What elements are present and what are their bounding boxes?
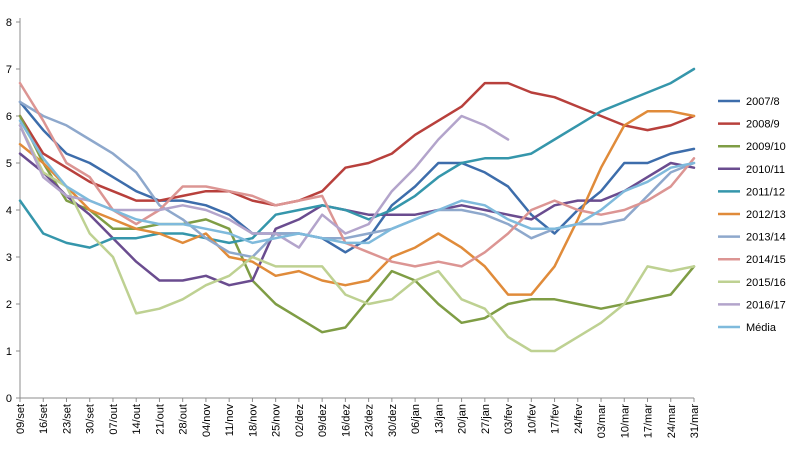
y-tick-label: 4: [6, 205, 12, 217]
x-tick-label: 23/set: [61, 404, 73, 434]
x-tick-label: 27/jan: [480, 404, 492, 434]
y-tick-label: 8: [6, 17, 12, 29]
x-tick-label: 24/fev: [573, 404, 585, 434]
x-tick-label: 03/mar: [596, 404, 608, 439]
x-tick-label: 25/nov: [271, 404, 283, 438]
y-tick-label: 3: [6, 252, 12, 264]
x-tick-label: 13/jan: [433, 404, 445, 434]
y-tick-label: 7: [6, 64, 12, 76]
x-tick-label: 17/fev: [550, 404, 562, 434]
x-tick-label: 16/dez: [340, 404, 352, 437]
chart-legend: 2007/8 2008/9 2009/10 2010/11 2011/12 2012/13…: [718, 96, 786, 334]
x-tick-label: 04/nov: [201, 404, 213, 438]
x-tick-label: 11/nov: [224, 404, 236, 437]
x-tick-label: 23/dez: [364, 404, 376, 437]
x-tick-label: 06/jan: [410, 404, 422, 434]
legend-label-7: 2014/15: [746, 254, 786, 266]
series-line-2: [18, 114, 696, 334]
x-tick-label: 14/out: [131, 404, 143, 435]
legend-label-0: 2007/8: [746, 96, 780, 108]
series-line-3: [18, 152, 696, 287]
x-tick-label: 09/set: [15, 404, 27, 434]
series-line-1: [18, 81, 696, 207]
legend-label-8: 2015/16: [746, 277, 786, 289]
y-tick-label: 0: [6, 393, 12, 405]
x-tick-label: 21/out: [154, 404, 166, 435]
x-tick-label: 10/mar: [619, 404, 631, 439]
y-tick-label: 2: [6, 299, 12, 311]
legend-label-4: 2011/12: [746, 186, 785, 198]
legend-label-1: 2008/9: [746, 119, 780, 131]
series-line-6: [18, 100, 696, 259]
y-tick-label: 6: [6, 111, 12, 123]
legend-label-9: 2016/17: [746, 299, 786, 311]
chart-axes: 0 1 2 3 4 5 6 7 8 09/set 16/set 23/set 30/set 07/out 1…: [6, 17, 701, 438]
legend-label-2: 2009/10: [746, 141, 786, 153]
x-tick-label: 07/out: [108, 404, 120, 435]
series-line-7: [18, 81, 696, 268]
x-tick-label: 28/out: [178, 404, 190, 435]
legend-label-3: 2010/11: [746, 164, 785, 176]
x-tick-label: 24/mar: [666, 404, 678, 439]
legend-label-5: 2012/13: [746, 209, 786, 221]
x-tick-label: 30/dez: [387, 404, 399, 437]
legend-label-6: 2013/14: [746, 232, 786, 244]
x-tick-label: 20/jan: [457, 404, 469, 434]
series-line-0: [18, 100, 696, 254]
x-tick-label: 31/mar: [689, 404, 701, 439]
series-lines: [18, 67, 696, 353]
series-line-5: [18, 110, 696, 296]
y-tick-label: 5: [6, 158, 12, 170]
x-tick-label: 30/set: [85, 404, 97, 434]
x-tick-label: 16/set: [38, 404, 50, 434]
legend-label-10: Média: [746, 322, 777, 334]
y-tick-label: 1: [6, 346, 12, 358]
x-tick-label: 03/fev: [503, 404, 515, 434]
x-tick-label: 09/dez: [317, 404, 329, 437]
series-line-10: [18, 119, 696, 245]
series-line-4: [18, 67, 696, 249]
x-tick-label: 02/dez: [294, 404, 306, 437]
x-tick-label: 10/fev: [526, 404, 538, 434]
series-line-8: [18, 124, 696, 353]
x-tick-label: 18/nov: [247, 404, 259, 438]
x-tick-label: 17/mar: [643, 404, 655, 439]
